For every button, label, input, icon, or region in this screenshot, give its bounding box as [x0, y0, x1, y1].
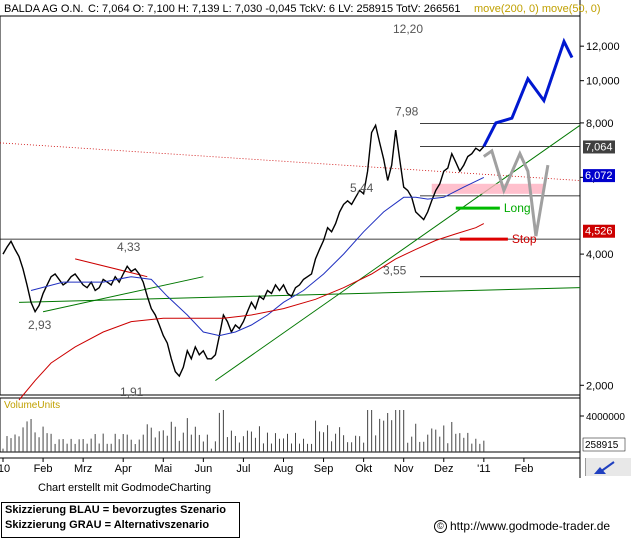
legend-blue: Skizzierung BLAU = bevorzugtes Szenario	[5, 504, 226, 516]
y-tick-label: 8,000	[586, 118, 614, 130]
scenario-legend: Skizzierung BLAU = bevorzugtes Szenario …	[1, 502, 240, 538]
y-tick-label: 12,000	[586, 41, 620, 53]
volume-label: VolumeUnits	[4, 400, 60, 411]
green-uptrend-line	[215, 124, 581, 382]
y-tick-label: 2,000	[586, 380, 614, 392]
annotation-label: 2,93	[28, 318, 52, 332]
x-tick-label: '11	[477, 463, 491, 475]
x-tick-label: Jul	[236, 463, 250, 475]
chart-nav-icon	[594, 461, 615, 474]
x-tick-label: Okt	[355, 463, 372, 475]
series-line	[18, 223, 485, 401]
volume-last-tag	[582, 437, 626, 452]
green-support-line	[19, 287, 581, 303]
x-tick-label: Apr	[115, 463, 132, 475]
header-ma-legend: move(200, 0) move(50, 0)	[474, 3, 601, 15]
annotation-label: 3,55	[383, 264, 407, 278]
volume-last-label: 258915	[585, 440, 619, 451]
annotation-label: 5,44	[350, 181, 374, 195]
annotation-label: Stop	[512, 232, 537, 246]
x-tick-label: Dez	[434, 463, 454, 475]
chart-marks	[2, 37, 574, 401]
annotation-label: 7,98	[395, 104, 419, 118]
header-symbol: BALDA AG O.N.	[4, 3, 83, 15]
price-tag-label: 6,072	[585, 170, 613, 182]
chart-credit: Chart erstellt mit GodmodeCharting	[38, 482, 212, 494]
price-tag-label: 4,526	[585, 226, 613, 238]
chart-nav-button[interactable]	[585, 458, 631, 476]
price-tag-label: 7,064	[585, 141, 613, 153]
x-tick-label: Aug	[274, 463, 294, 475]
x-tick-label: Mai	[154, 463, 172, 475]
chart-grid	[0, 122, 581, 382]
website-link[interactable]: © http://www.godmode-trader.de	[434, 519, 610, 533]
x-tick-label: '10	[0, 463, 10, 475]
chart-labels: 2,0004,0006,0008,00010,00012,000'10FebMr…	[0, 22, 625, 475]
annotation-label: 1,91	[120, 385, 144, 399]
annotation-label: 4,33	[117, 240, 141, 254]
y-tick-label: 4,000	[586, 249, 614, 261]
x-tick-label: Nov	[394, 463, 414, 475]
x-tick-label: Jun	[194, 463, 212, 475]
x-tick-label: Feb	[514, 463, 533, 475]
resistance-zone	[431, 183, 544, 194]
legend-gray: Skizzierung GRAU = Alternativszenario	[5, 519, 210, 531]
header-stats: C: 7,064 O: 7,100 H: 7,139 L: 7,030 -0,0…	[88, 3, 460, 15]
price-frame	[0, 15, 581, 396]
annotation-label: 12,20	[393, 22, 423, 36]
red-trend-line	[0, 142, 581, 181]
copyright-icon: ©	[434, 520, 447, 533]
scenario-gray-line	[482, 148, 550, 237]
scenario-blue-line	[482, 37, 574, 148]
chart-axes	[0, 0, 584, 478]
series-line	[2, 123, 485, 378]
y-tick-label: 10,000	[586, 76, 620, 88]
price-tag	[583, 140, 615, 154]
x-tick-label: Sep	[314, 463, 334, 475]
annotation-label: Long	[504, 201, 531, 215]
volume-tick-label: 4000000	[586, 412, 625, 423]
green-trend-line	[42, 276, 204, 313]
red-resistance-line	[75, 258, 148, 278]
price-chart: 2,0004,0006,0008,00010,00012,000'10FebMr…	[0, 0, 625, 478]
price-tag	[583, 169, 615, 183]
website-url: http://www.godmode-trader.de	[450, 519, 611, 533]
price-tag	[583, 224, 615, 238]
x-tick-label: Feb	[34, 463, 53, 475]
volume-panel	[2, 410, 485, 452]
x-tick-label: Mrz	[74, 463, 92, 475]
series-line	[30, 176, 485, 337]
